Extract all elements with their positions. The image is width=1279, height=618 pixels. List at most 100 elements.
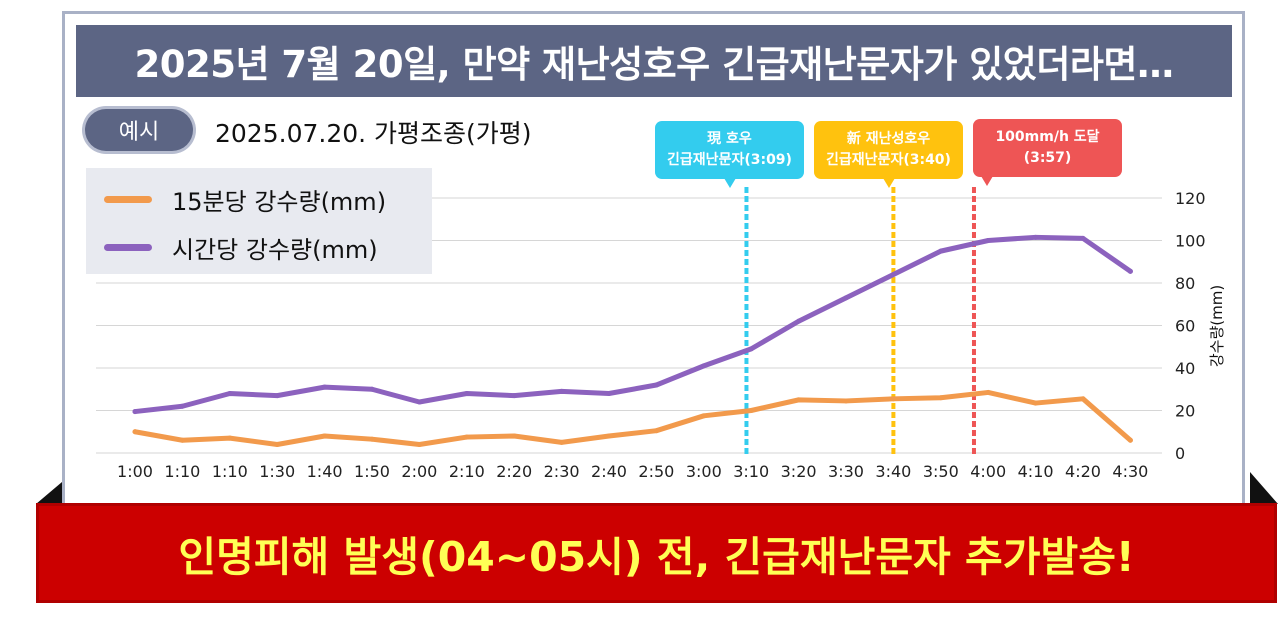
callout-new-alert-line1: 新 재난성호우	[846, 131, 931, 147]
data-point-hourly	[227, 391, 233, 396]
y-tick-label: 80	[1175, 274, 1195, 293]
data-point-hourly	[1080, 235, 1086, 241]
x-tick-label: 2:00	[401, 462, 437, 481]
data-point-15min	[748, 408, 754, 413]
legend-item-15min: 15분당 강수량(mm)	[104, 182, 386, 217]
x-tick-label: 3:40	[875, 462, 911, 481]
legend-swatch-hourly	[104, 244, 152, 251]
data-point-hourly	[1033, 234, 1039, 240]
callout-pointer	[882, 178, 895, 188]
x-tick-label: 2:20	[496, 462, 532, 481]
x-tick-label: 3:20	[781, 462, 817, 481]
x-tick-label: 1:40	[307, 462, 343, 481]
page-title: 2025년 7월 20일, 만약 재난성호우 긴급재난문자가 있었더라면…	[76, 25, 1232, 97]
legend-label-hourly: 시간당 강수량(mm)	[172, 236, 378, 264]
bottom-banner: 인명피해 발생(04~05시) 전, 긴급재난문자 추가발송!	[36, 503, 1277, 603]
x-tick-label: 4:10	[1018, 462, 1054, 481]
x-tick-label: 1:00	[117, 462, 153, 481]
x-tick-label: 3:00	[686, 462, 722, 481]
legend-item-hourly: 시간당 강수량(mm)	[104, 230, 378, 265]
data-point-hourly	[464, 391, 470, 396]
data-point-15min	[179, 437, 185, 443]
banner-fold-left	[36, 482, 62, 504]
data-point-hourly	[985, 238, 991, 243]
data-point-hourly	[179, 403, 185, 409]
chart-subtitle: 2025.07.20. 가평조종(가평)	[215, 119, 532, 148]
x-tick-label: 1:10	[212, 462, 248, 481]
callout-pointer	[723, 178, 736, 188]
data-point-hourly	[274, 393, 280, 399]
data-point-hourly	[1127, 268, 1133, 274]
series-line-15min	[132, 389, 1133, 447]
callout-current-alert: 現 호우 긴급재난문자(3:09)	[655, 121, 804, 188]
data-point-15min	[132, 429, 138, 435]
alert-markers	[744, 187, 976, 455]
banner-fold-right	[1250, 472, 1278, 504]
callout-100mm-line2: (3:57)	[1023, 150, 1072, 166]
data-point-15min	[369, 436, 375, 442]
x-tick-label: 3:50	[923, 462, 959, 481]
x-tick-label: 4:30	[1112, 462, 1148, 481]
chart-legend: 15분당 강수량(mm) 시간당 강수량(mm)	[86, 168, 432, 274]
y-tick-label: 60	[1175, 317, 1195, 336]
series-line-hourly	[132, 234, 1133, 415]
data-point-hourly	[322, 384, 328, 390]
callout-100mm: 100mm/h 도달 (3:57)	[973, 119, 1122, 186]
callout-new-alert-line2: 긴급재난문자(3:40)	[826, 152, 951, 168]
data-point-hourly	[606, 391, 612, 396]
data-point-15min	[227, 435, 233, 441]
data-point-15min	[843, 398, 849, 404]
data-series	[132, 234, 1133, 447]
data-point-15min	[559, 439, 565, 445]
x-tick-label: 1:30	[259, 462, 295, 481]
callout-current-alert-line1: 現 호우	[707, 131, 752, 147]
data-point-hourly	[890, 272, 896, 277]
data-point-15min	[416, 442, 422, 447]
x-tick-label: 2:10	[449, 462, 485, 481]
callout-100mm-line1: 100mm/h 도달	[995, 129, 1100, 145]
x-tick-label: 4:20	[1065, 462, 1101, 481]
data-point-hourly	[511, 393, 517, 399]
data-point-15min	[701, 413, 707, 419]
x-tick-label: 1:50	[354, 462, 390, 481]
legend-swatch-15min	[104, 196, 152, 203]
data-point-15min	[985, 389, 991, 395]
data-point-hourly	[653, 382, 659, 388]
data-point-15min	[653, 428, 659, 434]
example-badge: 예시	[85, 109, 193, 151]
data-point-15min	[890, 396, 896, 402]
data-point-hourly	[132, 409, 138, 415]
data-point-15min	[464, 434, 470, 440]
y-tick-label: 100	[1175, 232, 1206, 251]
data-point-15min	[322, 433, 328, 439]
data-point-15min	[606, 433, 612, 439]
data-point-hourly	[843, 295, 849, 301]
x-tick-label: 1:10	[164, 462, 200, 481]
data-point-15min	[796, 397, 802, 403]
y-axis-ticks: 0 20 40 60 80 100 120	[1175, 189, 1206, 463]
x-tick-label: 2:50	[638, 462, 674, 481]
callout-current-alert-line2: 긴급재난문자(3:09)	[667, 152, 792, 168]
x-tick-label: 4:00	[970, 462, 1006, 481]
data-point-hourly	[559, 388, 565, 394]
data-point-hourly	[796, 318, 802, 324]
x-tick-label: 2:30	[544, 462, 580, 481]
data-point-15min	[1127, 437, 1133, 443]
x-tick-label: 3:10	[733, 462, 769, 481]
y-axis-label: 강수량(mm)	[1208, 285, 1226, 367]
y-tick-label: 40	[1175, 359, 1195, 378]
data-point-hourly	[748, 346, 754, 352]
data-point-15min	[274, 442, 280, 447]
callout-pointer	[981, 176, 993, 186]
y-tick-label: 20	[1175, 402, 1195, 421]
x-tick-label: 3:30	[828, 462, 864, 481]
x-tick-label: 2:40	[591, 462, 627, 481]
data-point-hourly	[938, 248, 944, 254]
data-point-15min	[1033, 400, 1039, 406]
callout-new-alert: 新 재난성호우 긴급재난문자(3:40)	[814, 121, 963, 188]
data-point-hourly	[701, 363, 707, 369]
data-point-15min	[1080, 396, 1086, 402]
x-axis-ticks: 1:00 1:10 1:10 1:30 1:40 1:50 2:00 2:10 2:20 2:30…	[117, 462, 1148, 481]
legend-label-15min: 15분당 강수량(mm)	[172, 188, 387, 216]
data-point-15min	[938, 395, 944, 401]
